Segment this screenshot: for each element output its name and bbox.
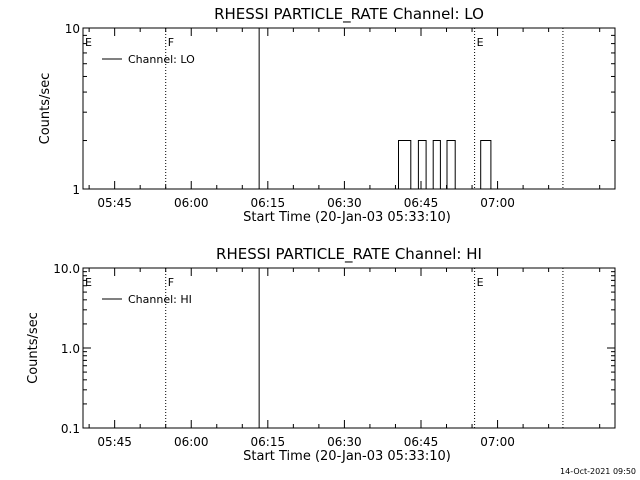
x-tick-label: 06:15 [251,435,286,449]
footer-timestamp: 14-Oct-2021 09:50 [560,467,636,476]
y-axis-label: Counts/sec [38,73,53,145]
panel-1: RHESSI PARTICLE_RATE Channel: LO 05:45 06:… [38,5,616,225]
x-tick-label: 07:00 [480,196,515,210]
event-marker-label: F [168,36,174,49]
x-tick-label: 07:00 [480,435,515,449]
x-tick-label: 06:00 [174,435,209,449]
event-marker-label: E [85,276,92,289]
panels: RHESSI PARTICLE_RATE Channel: LO 05:45 06:… [26,5,616,464]
x-tick-label: 06:45 [404,435,439,449]
event-marker-label: E [477,276,484,289]
x-tick-label: 05:45 [97,435,132,449]
x-tick-label: 06:15 [251,196,286,210]
chart-title: RHESSI PARTICLE_RATE Channel: HI [216,245,482,264]
event-marker-label: F [168,276,174,289]
y-tick-label: 10.0 [53,262,80,276]
y-tick-label: 1.0 [61,342,80,356]
y-axis-label: Counts/sec [26,312,41,384]
y-tick-label: 10 [65,22,80,36]
x-tick-label: 06:30 [327,435,362,449]
x-tick-label: 06:30 [327,196,362,210]
chart-title: RHESSI PARTICLE_RATE Channel: LO [214,5,484,24]
event-marker-label: E [85,36,92,49]
series-line [83,140,615,190]
x-tick-label: 06:00 [174,196,209,210]
legend-label: Channel: LO [128,53,195,66]
x-axis-label: Start Time (20-Jan-03 05:33:10) [243,210,451,225]
y-tick-label: 0.1 [61,422,80,436]
x-axis-label: Start Time (20-Jan-03 05:33:10) [243,449,451,464]
x-tick-label: 05:45 [97,196,132,210]
panel-2: RHESSI PARTICLE_RATE Channel: HI 05:45 06:… [26,245,616,464]
legend-label: Channel: HI [128,293,192,306]
x-tick-label: 06:45 [404,196,439,210]
event-marker-label: E [477,36,484,49]
y-tick-label: 1 [72,183,80,197]
